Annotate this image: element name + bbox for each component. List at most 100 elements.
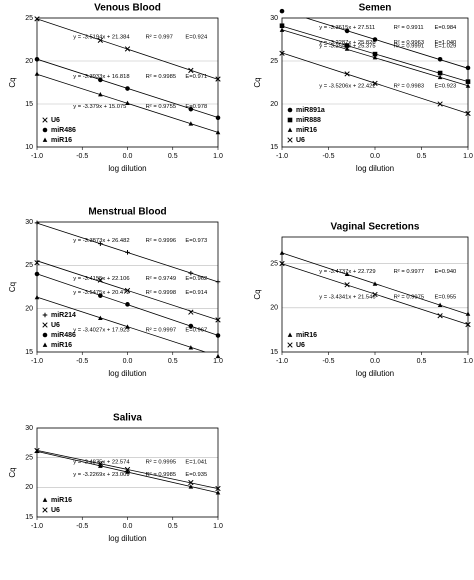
data-point	[215, 485, 221, 492]
y-tick-label: 30	[270, 15, 278, 22]
data-point	[279, 260, 285, 267]
y-tick-label: 25	[270, 260, 278, 267]
x-tick-label: 0.5	[417, 153, 427, 160]
data-point	[465, 79, 471, 84]
r-squared: R² = 0.9911	[394, 25, 424, 31]
data-point	[125, 86, 130, 91]
data-point	[97, 37, 104, 44]
panel: Saliva log dilution Cq 15 20 25 30 -1.0 -0.5 0.0 0…	[8, 413, 223, 543]
data-point	[279, 50, 285, 56]
data-point	[215, 115, 221, 121]
y-tick-label: 15	[270, 349, 278, 356]
data-point	[279, 23, 285, 29]
data-point	[98, 241, 103, 246]
efficiency: E=0.924	[185, 35, 208, 41]
fit-equation: y = -3.3615x + 27.511	[319, 25, 375, 31]
r-squared: R² = 0.9996	[146, 238, 176, 244]
fit-equation: y = -3.379x + 15.075	[73, 104, 126, 110]
data-point	[215, 490, 221, 495]
fit-equation: y = -3.4027x + 17.923	[73, 327, 129, 333]
data-point	[437, 74, 443, 80]
r-squared: R² = 0.9997	[146, 327, 176, 333]
x-tick-label: 0.0	[370, 358, 380, 365]
fit-equation: y = -3.4341x + 21.546	[319, 295, 375, 301]
x-axis-label: log dilution	[356, 164, 394, 173]
efficiency: E=0.923	[435, 84, 457, 90]
data-point	[34, 220, 40, 226]
data-point	[34, 71, 40, 76]
fit-equation: y = -3.5206x + 22.422	[319, 84, 375, 90]
efficiency: E=0.914	[185, 290, 208, 296]
legend-marker	[42, 127, 48, 133]
legend-marker	[42, 117, 48, 123]
r-squared: R² = 0.9983	[394, 84, 424, 90]
legend-marker	[42, 342, 48, 347]
y-tick-label: 20	[25, 58, 33, 65]
data-point	[215, 353, 221, 359]
legend-label: U6	[51, 507, 60, 514]
x-tick-label: -0.5	[322, 153, 334, 160]
panel-title: Semen	[359, 3, 392, 14]
x-axis-label: log dilution	[356, 369, 394, 378]
legend-label: miR16	[296, 127, 317, 134]
efficiency: E=0.967	[185, 327, 207, 333]
x-tick-label: -1.0	[276, 358, 288, 365]
y-axis-label: Cq	[253, 77, 262, 87]
panel: Vaginal Secretions log dilution Cq 15 20 25 -1…	[253, 222, 473, 378]
y-axis-label: Cq	[8, 77, 17, 87]
data-point	[97, 277, 104, 283]
data-point	[188, 345, 194, 350]
y-tick-label: 20	[25, 484, 33, 491]
y-tick-label: 15	[25, 514, 33, 521]
y-tick-label: 30	[25, 425, 33, 432]
legend-label: U6	[51, 117, 60, 124]
legend-marker	[287, 332, 293, 337]
r-squared: R² = 0.9975	[394, 295, 424, 301]
x-tick-label: 1.0	[463, 358, 473, 365]
y-tick-label: 10	[25, 144, 33, 151]
data-point	[188, 479, 194, 486]
efficiency: E=1.029	[435, 44, 457, 50]
efficiency: E=0.984	[435, 25, 458, 31]
fit-equation: y = -3.3873x + 26.482	[73, 238, 129, 244]
data-point	[188, 484, 194, 489]
y-tick-label: 25	[270, 58, 278, 65]
efficiency: E=0.971	[185, 74, 207, 80]
legend-label: miR16	[296, 332, 317, 339]
y-axis-label: Cq	[8, 467, 17, 477]
x-tick-label: 0.0	[370, 153, 380, 160]
legend-marker	[287, 342, 293, 348]
r-squared: R² = 0.997	[146, 35, 173, 41]
fit-equation: y = -3.5194x + 21.384	[73, 35, 130, 41]
x-axis-label: log dilution	[108, 369, 146, 378]
data-point	[125, 469, 130, 474]
x-tick-label: 1.0	[213, 358, 223, 365]
r-squared: R² = 0.9998	[146, 290, 176, 296]
legend-marker	[42, 497, 48, 502]
efficiency: E=0.973	[185, 238, 207, 244]
data-point	[125, 302, 130, 307]
data-point	[188, 67, 194, 74]
data-point	[124, 466, 131, 473]
fit-equation: y = -3.3933x + 16.818	[73, 74, 129, 80]
efficiency: E=0.978	[185, 104, 207, 110]
data-point	[344, 271, 350, 276]
y-axis-label: Cq	[8, 282, 17, 292]
legend-label: miR486	[51, 332, 76, 339]
data-point	[34, 271, 40, 277]
data-point	[344, 282, 350, 288]
data-point	[125, 100, 130, 105]
data-point	[215, 317, 221, 323]
x-tick-label: 1.0	[213, 523, 223, 530]
plot-frame	[36, 427, 219, 518]
data-point	[188, 121, 194, 126]
legend-marker	[287, 137, 293, 143]
x-tick-label: 0.5	[168, 523, 178, 530]
fit-equation: y = -3.2546x + 25.375	[319, 44, 375, 50]
data-point	[372, 291, 378, 298]
efficiency: E=0.962	[185, 276, 207, 282]
efficiency: E=0.935	[185, 472, 207, 478]
legend-marker	[42, 332, 48, 338]
data-point	[372, 37, 378, 42]
plot-frame	[281, 236, 469, 353]
